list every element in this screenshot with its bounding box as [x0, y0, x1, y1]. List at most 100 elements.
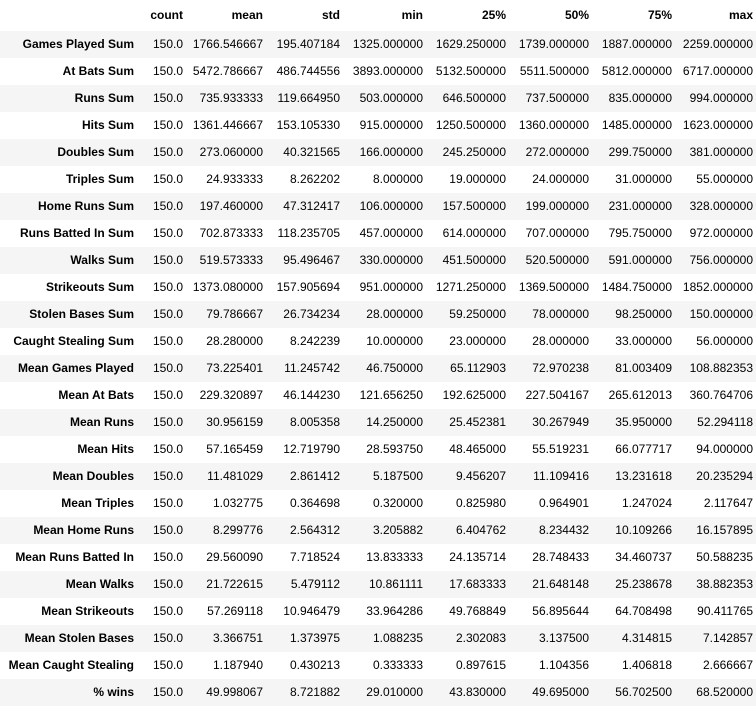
- table-cell: 994.000000: [689, 91, 753, 105]
- row-label: Caught Stealing Sum: [13, 334, 134, 348]
- table-cell: 150.0: [152, 37, 183, 51]
- table-cell: 707.000000: [525, 226, 589, 240]
- table-row: Mean Games Played 150.0 73.225401 11.245742…: [0, 355, 756, 382]
- table-cell: 591.000000: [608, 253, 672, 267]
- table-cell: 150.0: [152, 91, 183, 105]
- table-cell: 13.833333: [366, 550, 423, 564]
- table-row: Doubles Sum 150.0 273.060000 40.321565 166.0…: [0, 139, 756, 166]
- table-cell: 795.750000: [608, 226, 672, 240]
- table-cell: 3.366751: [212, 631, 263, 645]
- row-label: Runs Sum: [74, 91, 134, 105]
- table-cell: 272.000000: [525, 145, 589, 159]
- column-header: count: [150, 8, 183, 22]
- table-cell: 150.0: [152, 577, 183, 591]
- table-cell: 7.142857: [702, 631, 753, 645]
- table-cell: 24.000000: [532, 172, 589, 186]
- table-cell: 150.0: [152, 604, 183, 618]
- table-cell: 10.861111: [368, 577, 423, 591]
- table-cell: 108.882353: [689, 361, 753, 375]
- column-header: 75%: [647, 8, 672, 22]
- row-label: Mean Strikeouts: [41, 604, 134, 618]
- table-cell: 66.077717: [615, 442, 672, 456]
- table-cell: 5472.786667: [192, 64, 263, 78]
- table-cell: 1.088235: [372, 631, 423, 645]
- table-cell: 90.411765: [697, 604, 753, 618]
- table-cell: 0.333333: [372, 658, 423, 672]
- table-cell: 245.250000: [442, 145, 506, 159]
- table-cell: 46.750000: [366, 361, 423, 375]
- table-cell: 57.269118: [207, 604, 263, 618]
- table-cell: 52.294118: [697, 415, 753, 429]
- table-cell: 150.0: [152, 172, 183, 186]
- table-cell: 68.520000: [696, 685, 753, 699]
- table-cell: 17.683333: [449, 577, 506, 591]
- table-cell: 150.0: [152, 685, 183, 699]
- table-cell: 35.950000: [615, 415, 672, 429]
- table-cell: 49.695000: [532, 685, 589, 699]
- table-row: Mean Runs Batted In 150.0 29.560090 7.71852…: [0, 544, 756, 571]
- table-cell: 0.430213: [289, 658, 340, 672]
- table-cell: 11.245742: [284, 361, 340, 375]
- row-label: Runs Batted In Sum: [19, 226, 134, 240]
- table-cell: 0.320000: [372, 496, 423, 510]
- table-cell: 227.504167: [525, 388, 589, 402]
- table-cell: 3893.000000: [352, 64, 423, 78]
- column-header: 25%: [481, 8, 506, 22]
- table-header: count mean std min 25% 50% 75% max: [0, 0, 756, 31]
- column-header: max: [728, 8, 753, 22]
- table-cell: 5511.500000: [519, 64, 589, 78]
- table-row: Mean Walks 150.0 21.722615 5.479112 10.86111…: [0, 571, 756, 598]
- table-cell: 59.250000: [449, 307, 506, 321]
- table-cell: 46.144230: [283, 388, 340, 402]
- column-header: min: [401, 8, 423, 22]
- table-cell: 121.656250: [359, 388, 423, 402]
- table-cell: 13.231618: [615, 469, 672, 483]
- row-label: Mean Games Played: [17, 361, 134, 375]
- row-label: Doubles Sum: [57, 145, 134, 159]
- table-cell: 1484.750000: [601, 280, 672, 294]
- table-cell: 150.0: [152, 334, 183, 348]
- table-body: Games Played Sum 150.0 1766.546667 195.4071…: [0, 31, 756, 706]
- row-label: Mean Triples: [61, 496, 134, 510]
- table-cell: 43.830000: [449, 685, 506, 699]
- table-cell: 1852.000000: [682, 280, 753, 294]
- table-cell: 2.861412: [289, 469, 340, 483]
- table-cell: 9.456207: [455, 469, 506, 483]
- table-cell: 150.000000: [689, 307, 753, 321]
- table-cell: 2.302083: [455, 631, 506, 645]
- table-cell: 5.187500: [372, 469, 423, 483]
- table-cell: 702.873333: [199, 226, 263, 240]
- table-cell: 8.299776: [212, 523, 263, 537]
- table-cell: 78.000000: [532, 307, 589, 321]
- table-row: Runs Sum 150.0 735.933333 119.664950 503.000…: [0, 85, 756, 112]
- row-label: Stolen Bases Sum: [29, 307, 134, 321]
- table-row: Stolen Bases Sum 150.0 79.786667 26.734234 2…: [0, 301, 756, 328]
- table-cell: 118.235705: [277, 226, 340, 240]
- table-cell: 150.0: [152, 523, 183, 537]
- table-cell: 8.234432: [538, 523, 589, 537]
- table-cell: 55.000000: [696, 172, 753, 186]
- table-row: Mean Runs 150.0 30.956159 8.005358 14.250000…: [0, 409, 756, 436]
- table-row: Walks Sum 150.0 519.573333 95.496467 330.000…: [0, 247, 756, 274]
- table-cell: 94.000000: [696, 442, 753, 456]
- table-cell: 28.000000: [532, 334, 589, 348]
- table-cell: 457.000000: [359, 226, 423, 240]
- table-cell: 1.373975: [289, 631, 340, 645]
- table-row: Caught Stealing Sum 150.0 28.280000 8.24223…: [0, 328, 756, 355]
- table-cell: 21.648148: [532, 577, 589, 591]
- table-cell: 95.496467: [283, 253, 340, 267]
- table-cell: 1.247024: [621, 496, 672, 510]
- row-label: Strikeouts Sum: [45, 280, 134, 294]
- table-row: Mean Hits 150.0 57.165459 12.719790 28.59375…: [0, 436, 756, 463]
- table-cell: 2259.000000: [682, 37, 753, 51]
- table-cell: 0.364698: [289, 496, 340, 510]
- table-cell: 737.500000: [525, 91, 589, 105]
- table-cell: 197.460000: [199, 199, 263, 213]
- table-cell: 951.000000: [359, 280, 423, 294]
- table-cell: 56.702500: [615, 685, 672, 699]
- table-cell: 28.748433: [532, 550, 589, 564]
- table-cell: 25.452381: [449, 415, 506, 429]
- table-cell: 79.786667: [206, 307, 263, 321]
- table-cell: 3.137500: [538, 631, 589, 645]
- table-cell: 735.933333: [199, 91, 263, 105]
